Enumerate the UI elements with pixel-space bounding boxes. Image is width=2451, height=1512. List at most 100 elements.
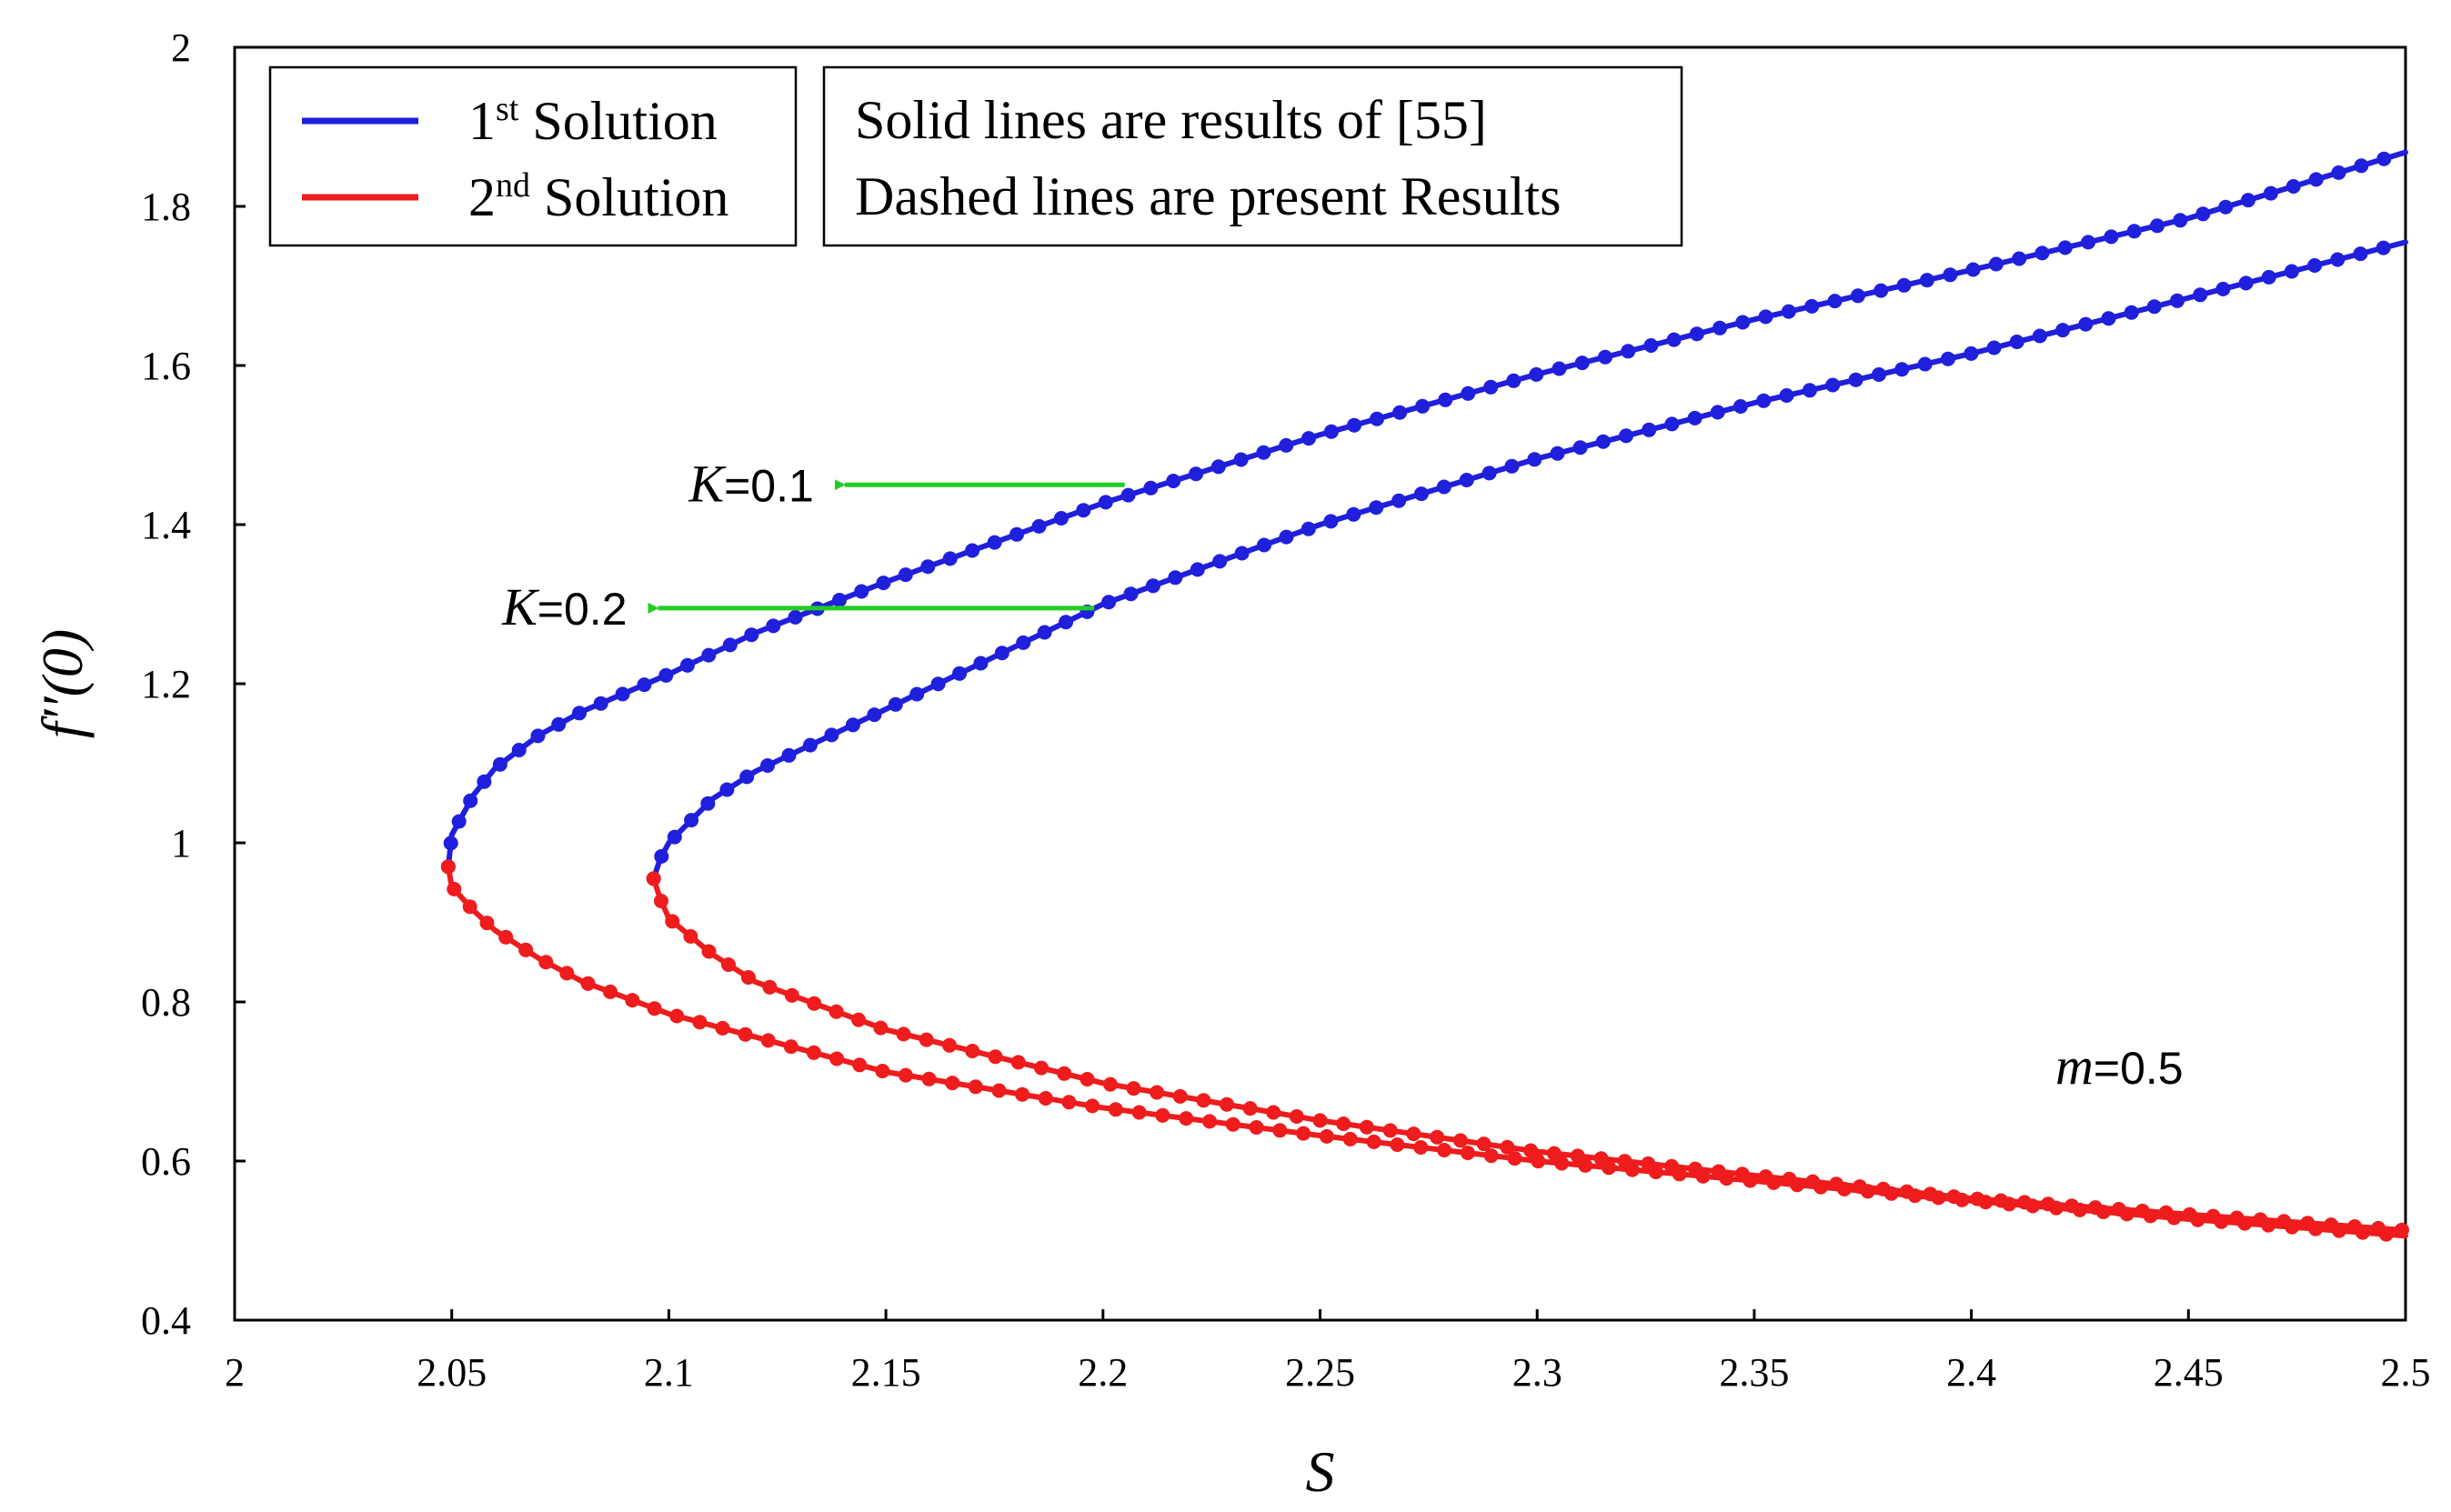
data-point bbox=[1459, 473, 1474, 487]
data-point bbox=[1059, 615, 1073, 630]
data-point bbox=[1964, 345, 1979, 361]
data-point bbox=[909, 686, 925, 702]
data-point bbox=[952, 666, 967, 681]
data-point bbox=[2284, 264, 2299, 279]
data-point bbox=[1689, 326, 1704, 342]
data-point bbox=[930, 676, 946, 692]
x-tick-label: 2.3 bbox=[1512, 1350, 1562, 1395]
data-point bbox=[829, 1051, 845, 1066]
data-point bbox=[921, 1071, 937, 1086]
data-point bbox=[1323, 514, 1339, 529]
data-point bbox=[2347, 1219, 2363, 1234]
data-point bbox=[2218, 199, 2234, 215]
data-point bbox=[2261, 269, 2276, 285]
data-point bbox=[2009, 335, 2024, 349]
data-point bbox=[2182, 1207, 2197, 1222]
data-point bbox=[1825, 377, 1841, 393]
data-point bbox=[719, 782, 735, 797]
data-point bbox=[2354, 158, 2369, 174]
data-point bbox=[2308, 172, 2324, 187]
data-point bbox=[1664, 416, 1680, 432]
data-point bbox=[1476, 1137, 1492, 1152]
data-point bbox=[829, 1004, 844, 1019]
data-point bbox=[1037, 625, 1052, 640]
data-point bbox=[2041, 1197, 2055, 1212]
data-point bbox=[1552, 361, 1567, 376]
data-point bbox=[518, 942, 534, 957]
data-point bbox=[2078, 316, 2094, 332]
data-point bbox=[2371, 1220, 2386, 1236]
data-point bbox=[896, 1026, 911, 1042]
x-tick-label: 2.15 bbox=[851, 1350, 921, 1395]
data-point bbox=[1015, 1086, 1030, 1102]
data-point bbox=[1758, 309, 1773, 325]
x-tick-label: 2.2 bbox=[1078, 1350, 1128, 1395]
data-point bbox=[1382, 1123, 1398, 1138]
data-point bbox=[2135, 1203, 2150, 1218]
data-point bbox=[511, 743, 527, 757]
data-point bbox=[1873, 283, 1889, 298]
data-point bbox=[667, 829, 682, 845]
data-point bbox=[1370, 411, 1384, 426]
data-point bbox=[1225, 1116, 1241, 1132]
data-point bbox=[832, 593, 847, 607]
data-point bbox=[1570, 1148, 1585, 1164]
data-point bbox=[2158, 1205, 2174, 1220]
data-point bbox=[1734, 1167, 1750, 1182]
data-point bbox=[1234, 546, 1250, 561]
data-point bbox=[1827, 294, 1843, 309]
data-point bbox=[1500, 1139, 1515, 1155]
data-point bbox=[1366, 1134, 1381, 1149]
parameter-var: m bbox=[2055, 1036, 2094, 1096]
data-point bbox=[1452, 1133, 1468, 1148]
data-point bbox=[1988, 256, 2004, 272]
data-point bbox=[1896, 277, 1912, 293]
legend-label-1: 2nd Solution bbox=[468, 166, 728, 227]
data-point bbox=[1189, 466, 1203, 482]
data-point bbox=[2276, 1214, 2292, 1229]
series-line-2 bbox=[650, 239, 2408, 882]
data-point bbox=[1242, 1101, 1258, 1116]
data-point bbox=[715, 1020, 730, 1036]
data-point bbox=[1076, 503, 1091, 518]
data-point bbox=[2064, 1198, 2079, 1214]
data-point bbox=[1805, 1174, 1821, 1189]
data-point bbox=[1220, 1096, 1234, 1112]
x-tick-label: 2.5 bbox=[2381, 1350, 2431, 1395]
data-point bbox=[854, 584, 869, 599]
data-point bbox=[1917, 356, 1933, 372]
annotations: K=0.1K=0.2m=0.5 bbox=[501, 454, 2183, 1096]
y-tick-label: 0.4 bbox=[141, 1298, 191, 1343]
y-tick-label: 0.8 bbox=[141, 980, 191, 1025]
data-point bbox=[692, 1015, 708, 1030]
data-point bbox=[1482, 466, 1497, 481]
data-point bbox=[2253, 1212, 2268, 1227]
note-box bbox=[822, 65, 1683, 247]
data-point bbox=[1829, 1177, 1844, 1192]
data-point bbox=[2263, 185, 2278, 201]
legend-rest: Solution bbox=[530, 167, 728, 227]
data-point bbox=[1359, 1119, 1374, 1135]
data-point bbox=[1430, 1129, 1445, 1145]
data-point bbox=[647, 1001, 662, 1016]
series-markers-0 bbox=[440, 151, 2392, 875]
data-point bbox=[1617, 1154, 1632, 1169]
data-point bbox=[1108, 1102, 1123, 1117]
data-point bbox=[1390, 1137, 1405, 1152]
data-point bbox=[1057, 1066, 1072, 1081]
data-point bbox=[762, 979, 778, 995]
data-point bbox=[991, 1083, 1007, 1098]
data-point bbox=[721, 957, 736, 972]
data-point bbox=[1413, 1140, 1429, 1155]
data-point bbox=[1523, 1143, 1539, 1158]
data-point bbox=[1210, 459, 1226, 475]
data-point bbox=[781, 747, 797, 763]
data-point bbox=[1875, 1181, 1891, 1197]
data-point bbox=[2193, 287, 2208, 303]
data-point bbox=[1256, 445, 1271, 460]
annotation-label-0: K=0.1 bbox=[688, 454, 813, 513]
data-point bbox=[498, 929, 514, 945]
data-point bbox=[683, 928, 698, 944]
data-point bbox=[2353, 246, 2368, 262]
data-point bbox=[2205, 1208, 2221, 1224]
